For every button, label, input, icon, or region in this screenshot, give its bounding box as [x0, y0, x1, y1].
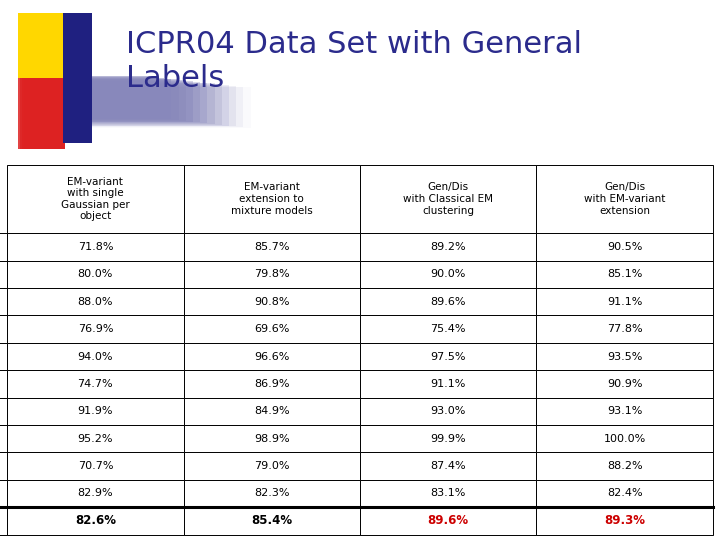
FancyBboxPatch shape: [63, 80, 186, 120]
FancyBboxPatch shape: [33, 75, 65, 149]
FancyBboxPatch shape: [22, 75, 65, 149]
FancyBboxPatch shape: [37, 75, 65, 149]
FancyBboxPatch shape: [63, 79, 179, 120]
FancyBboxPatch shape: [18, 13, 65, 78]
FancyBboxPatch shape: [31, 75, 65, 149]
FancyBboxPatch shape: [27, 75, 65, 149]
FancyBboxPatch shape: [46, 75, 65, 149]
FancyBboxPatch shape: [57, 75, 65, 149]
FancyBboxPatch shape: [48, 75, 65, 149]
FancyBboxPatch shape: [24, 75, 65, 149]
FancyBboxPatch shape: [63, 86, 236, 126]
FancyBboxPatch shape: [63, 83, 215, 124]
FancyBboxPatch shape: [50, 75, 65, 149]
FancyBboxPatch shape: [63, 85, 229, 126]
FancyBboxPatch shape: [63, 76, 150, 117]
FancyBboxPatch shape: [63, 81, 193, 122]
FancyBboxPatch shape: [29, 75, 65, 149]
FancyBboxPatch shape: [42, 75, 65, 149]
FancyBboxPatch shape: [63, 84, 222, 125]
FancyBboxPatch shape: [63, 78, 171, 119]
FancyBboxPatch shape: [63, 83, 207, 123]
FancyBboxPatch shape: [63, 86, 243, 127]
FancyBboxPatch shape: [63, 13, 92, 143]
FancyBboxPatch shape: [63, 77, 157, 117]
FancyBboxPatch shape: [63, 82, 200, 122]
Text: ICPR04 Data Set with General
Labels: ICPR04 Data Set with General Labels: [126, 30, 582, 93]
FancyBboxPatch shape: [20, 75, 65, 149]
FancyBboxPatch shape: [53, 75, 65, 149]
FancyBboxPatch shape: [63, 78, 164, 118]
FancyBboxPatch shape: [40, 75, 65, 149]
FancyBboxPatch shape: [55, 75, 65, 149]
FancyBboxPatch shape: [18, 75, 65, 149]
FancyBboxPatch shape: [35, 75, 65, 149]
FancyBboxPatch shape: [44, 75, 65, 149]
